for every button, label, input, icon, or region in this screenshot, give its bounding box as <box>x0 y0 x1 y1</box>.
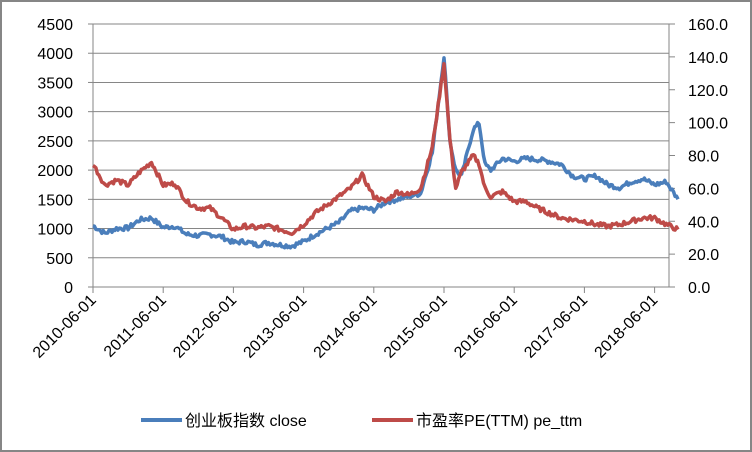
x-tick-label: 2015-06-01 <box>381 292 451 362</box>
y-left-tick-label: 0 <box>64 280 73 297</box>
y-right-tick-label: 120.0 <box>688 83 728 100</box>
y-axis-right-labels: 0.0 20.0 40.0 60.0 80.0 100.0 120.0 140.0 160.0 <box>688 17 728 297</box>
y-right-tick-label: 0.0 <box>688 280 710 297</box>
series-lines <box>92 56 680 250</box>
axes <box>88 23 675 293</box>
y-left-tick-label: 4500 <box>37 17 73 34</box>
gridlines <box>93 23 669 259</box>
x-tick-label: 2017-06-01 <box>521 292 591 362</box>
y-right-tick-label: 160.0 <box>688 17 728 34</box>
y-left-tick-label: 1500 <box>37 192 73 209</box>
x-tick-label: 2010-06-01 <box>30 292 100 362</box>
y-left-tick-label: 4000 <box>37 46 73 63</box>
y-right-tick-label: 140.0 <box>688 50 728 67</box>
legend-label-pe: 市盈率PE(TTM) pe_ttm <box>416 412 582 430</box>
y-right-tick-label: 100.0 <box>688 116 728 133</box>
x-tick-label: 2018-06-01 <box>592 292 662 362</box>
y-left-tick-label: 1000 <box>37 222 73 239</box>
x-tick-label: 2012-06-01 <box>170 292 240 362</box>
legend-label-close: 创业板指数 close <box>185 412 307 430</box>
x-tick-label: 2016-06-01 <box>451 292 521 362</box>
x-axis-labels: 2010-06-01 2011-06-01 2012-06-01 2013-06-01… <box>30 292 662 362</box>
y-axis-left-labels: 0 500 1000 1500 2000 2500 3000 3500 4000 4500 <box>37 17 73 297</box>
x-tick-label: 2014-06-01 <box>311 292 381 362</box>
x-tick-label: 2011-06-01 <box>101 292 170 361</box>
y-left-tick-label: 500 <box>46 251 73 268</box>
x-tick-label: 2013-06-01 <box>241 292 311 362</box>
series-line-pe <box>92 62 680 237</box>
y-left-tick-label: 3500 <box>37 75 73 92</box>
legend: 创业板指数 close 市盈率PE(TTM) pe_ttm <box>141 412 582 430</box>
y-right-tick-label: 20.0 <box>688 247 719 264</box>
y-left-tick-label: 2500 <box>37 134 73 151</box>
y-right-tick-label: 40.0 <box>688 214 719 231</box>
y-right-tick-label: 60.0 <box>688 181 719 198</box>
y-left-tick-label: 2000 <box>37 163 73 180</box>
y-left-tick-label: 3000 <box>37 105 73 122</box>
series-line-close <box>92 56 680 250</box>
y-right-tick-label: 80.0 <box>688 149 719 166</box>
